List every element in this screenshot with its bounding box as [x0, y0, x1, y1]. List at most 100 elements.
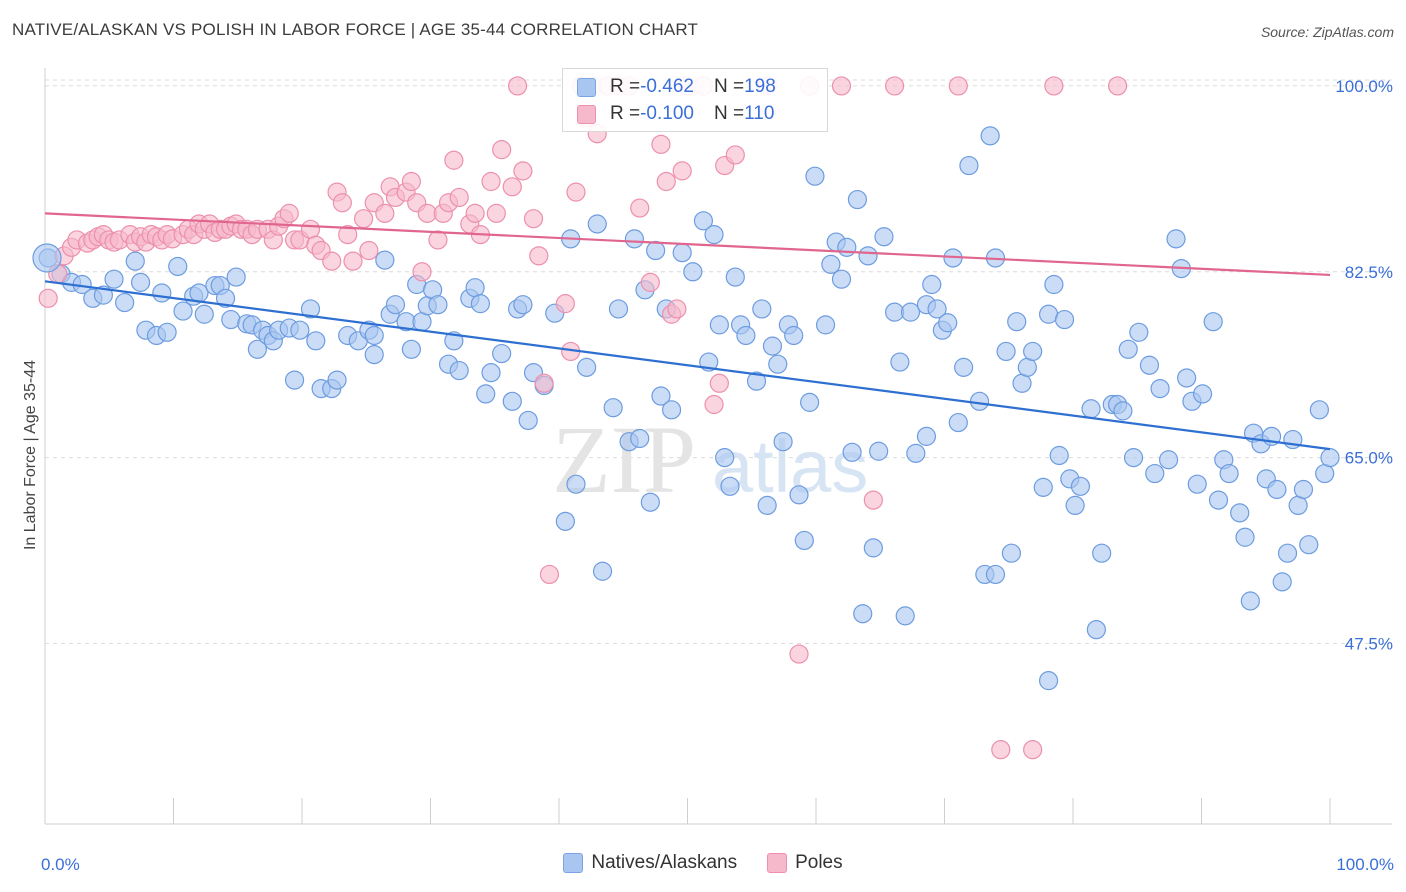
point-natives	[985, 564, 1006, 585]
point-natives	[115, 292, 135, 313]
y-tick-label: 100.0%	[1335, 77, 1393, 96]
point-natives	[157, 322, 177, 342]
legend-item-natives[interactable]: Natives/Alaskans	[563, 852, 737, 874]
point-natives	[954, 357, 974, 377]
point-poles	[513, 161, 533, 181]
point-natives	[757, 495, 777, 516]
point-natives	[1150, 378, 1170, 399]
point-natives	[927, 299, 947, 319]
point-natives	[853, 604, 873, 624]
stats-r-value: -0.462	[640, 76, 694, 97]
point-poles	[704, 394, 724, 415]
point-poles	[412, 262, 432, 282]
point-natives	[1023, 341, 1043, 362]
point-poles	[630, 198, 650, 218]
stats-r-value: -0.100	[640, 103, 694, 124]
point-natives	[1017, 357, 1037, 377]
point-natives	[1065, 495, 1085, 516]
point-natives	[173, 301, 193, 321]
point-poles	[651, 134, 671, 154]
point-natives	[518, 410, 538, 431]
point-natives	[401, 339, 421, 359]
point-natives	[364, 345, 384, 365]
point-poles	[789, 644, 809, 664]
point-natives	[1049, 445, 1069, 466]
point-natives	[608, 299, 629, 319]
watermark: ZIP atlas	[552, 406, 868, 513]
point-natives	[470, 294, 491, 314]
point-poles	[300, 219, 321, 239]
point-natives	[959, 155, 979, 176]
point-natives	[1208, 490, 1229, 510]
point-poles	[481, 171, 501, 192]
point-poles	[863, 490, 883, 510]
point-natives	[1118, 339, 1138, 359]
point-natives	[306, 331, 326, 351]
trend-line-natives	[44, 280, 1331, 451]
point-natives	[884, 302, 905, 322]
point-poles	[353, 209, 374, 229]
point-natives	[1070, 476, 1091, 496]
point-poles	[492, 140, 512, 160]
point-natives	[1139, 355, 1160, 375]
point-natives	[168, 256, 188, 277]
point-poles	[375, 203, 395, 223]
y-tick-label: 47.5%	[1345, 634, 1393, 653]
stats-n-value: 110	[744, 103, 775, 124]
point-natives	[215, 288, 236, 308]
stats-swatch-natives	[577, 77, 596, 97]
point-natives	[805, 166, 825, 186]
point-natives	[1230, 503, 1250, 523]
stats-r-label: R =	[610, 76, 641, 97]
point-natives	[672, 243, 692, 263]
point-natives	[1038, 304, 1059, 324]
point-natives	[32, 243, 62, 273]
point-natives	[1309, 400, 1329, 420]
point-natives	[640, 492, 660, 512]
point-poles	[884, 76, 905, 96]
point-poles	[656, 171, 676, 192]
point-natives	[858, 246, 878, 266]
point-poles	[667, 299, 687, 319]
chart-title: NATIVE/ALASKAN VS POLISH IN LABOR FORCE …	[12, 20, 699, 39]
point-natives	[969, 391, 990, 411]
point-natives	[1012, 373, 1032, 393]
point-natives	[603, 398, 623, 418]
point-natives	[768, 354, 788, 374]
point-natives	[587, 214, 607, 234]
point-natives	[847, 189, 868, 210]
y-tick-label: 82.5%	[1345, 263, 1393, 282]
point-poles	[428, 230, 448, 250]
stats-box: R = -0.462 N = 198 R = -0.100 N = 110	[562, 68, 828, 132]
point-natives	[555, 511, 575, 531]
point-natives	[863, 538, 883, 558]
point-natives	[630, 428, 650, 449]
point-poles	[449, 187, 469, 208]
legend-label-poles: Poles	[795, 852, 843, 873]
point-poles	[417, 203, 437, 223]
point-natives	[492, 343, 512, 364]
point-natives	[1054, 309, 1075, 330]
point-natives	[1007, 312, 1027, 332]
point-poles	[332, 193, 352, 213]
point-natives	[773, 432, 793, 452]
point-natives	[720, 476, 740, 496]
data-points	[32, 76, 1340, 760]
point-poles	[343, 251, 363, 271]
point-natives	[842, 442, 862, 462]
point-natives	[794, 530, 814, 551]
point-natives	[1320, 448, 1340, 468]
point-poles	[359, 240, 379, 261]
point-poles	[465, 203, 485, 223]
point-natives	[837, 237, 857, 257]
point-natives	[900, 302, 921, 322]
point-natives	[284, 370, 305, 390]
point-natives	[725, 267, 745, 287]
point-natives	[646, 240, 666, 261]
point-natives	[1235, 527, 1255, 547]
point-natives	[1145, 463, 1165, 484]
point-poles	[555, 294, 575, 314]
point-poles	[1108, 76, 1128, 96]
point-natives	[752, 299, 772, 319]
legend-item-poles[interactable]: Poles	[767, 852, 843, 874]
